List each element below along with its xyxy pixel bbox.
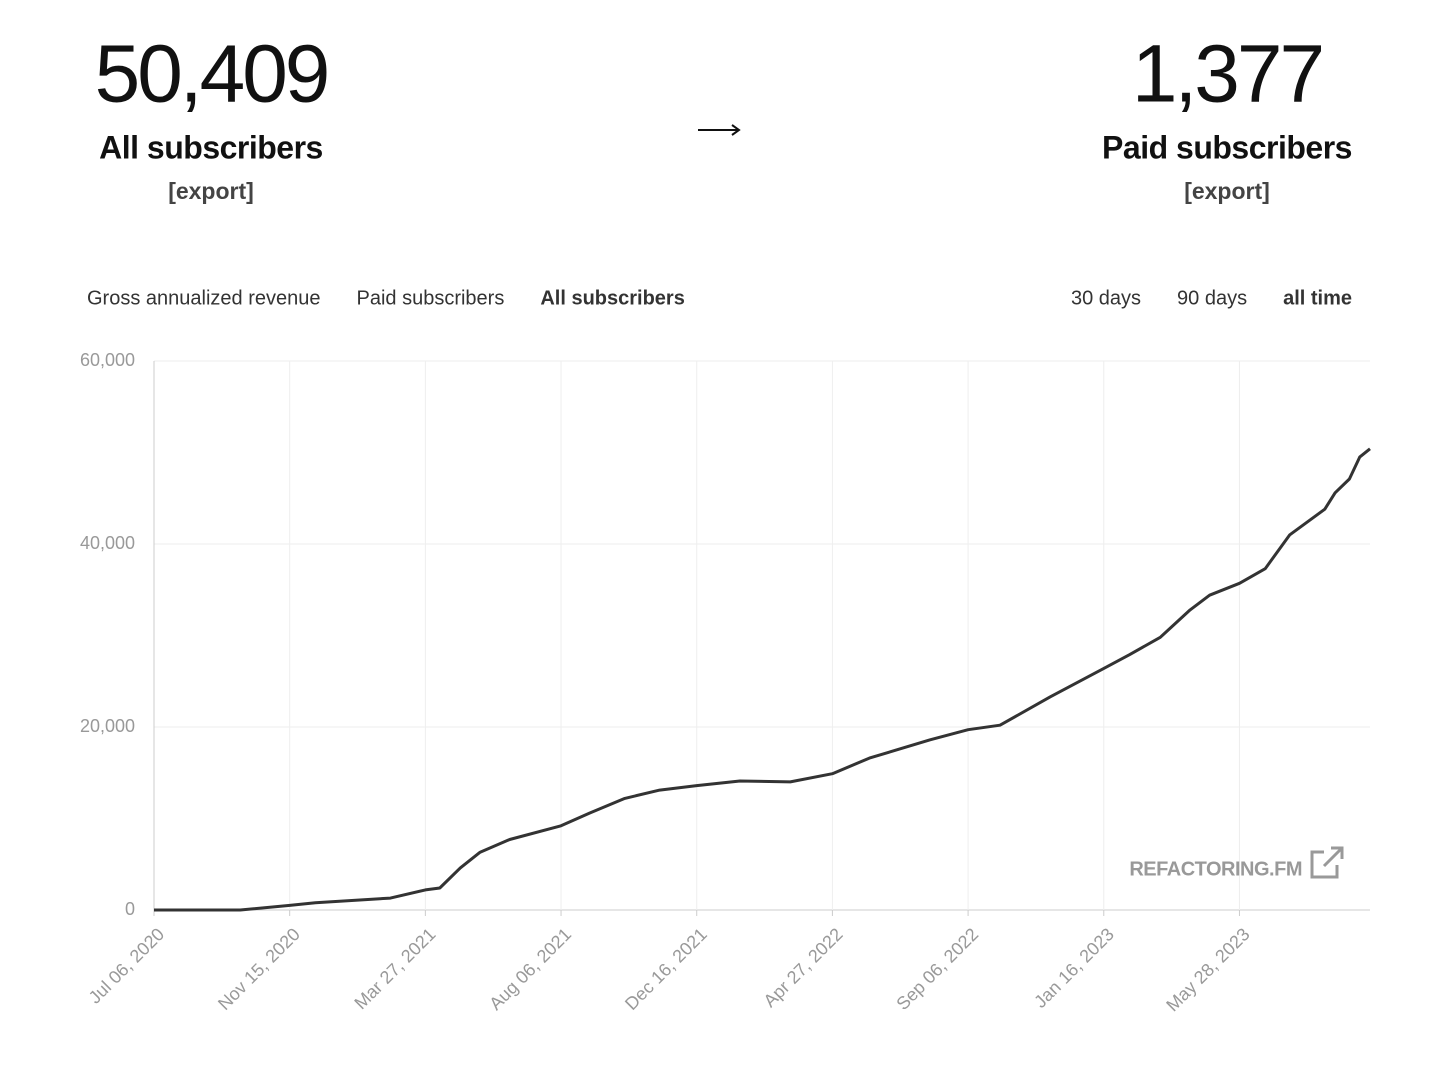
x-tick-label: Jan 16, 2023	[1030, 924, 1118, 1012]
x-tick-label: Sep 06, 2022	[892, 924, 982, 1014]
tab[interactable]: Gross annualized revenue	[87, 287, 320, 309]
x-tick-label: May 28, 2023	[1162, 924, 1253, 1015]
x-tick-label: Apr 27, 2022	[760, 924, 847, 1011]
stat-value: 50,409	[95, 29, 328, 120]
external-link-icon	[1310, 846, 1344, 879]
arrow-icon	[698, 124, 741, 136]
x-tick-label: Dec 16, 2021	[621, 924, 711, 1014]
watermark: REFACTORING.FM	[1129, 858, 1302, 880]
x-tick-label: Nov 15, 2020	[214, 924, 304, 1014]
stat-value: 1,377	[1132, 29, 1322, 120]
stat-label: Paid subscribers	[1102, 129, 1352, 165]
y-tick-label: 40,000	[80, 533, 135, 553]
chart: 0 20,000 40,000 60,000 Jul 06, 2020 Nov 15, 2…	[80, 350, 1371, 1015]
x-tick-label: Mar 27, 2021	[350, 924, 439, 1013]
x-tick-label: Jul 06, 2020	[85, 924, 168, 1007]
y-tick-label: 0	[125, 899, 135, 919]
stat-label: All subscribers	[99, 129, 323, 165]
tab[interactable]: Paid subscribers	[356, 287, 504, 309]
icon-box	[1310, 850, 1339, 879]
range-option[interactable]: 30 days	[1071, 287, 1141, 309]
arrow-head	[731, 124, 741, 136]
subscriber-line	[154, 447, 1371, 912]
x-tick-label: Aug 06, 2021	[485, 924, 575, 1014]
ranges: all time 90 days 30 days	[1071, 287, 1352, 309]
range-option[interactable]: all time	[1283, 287, 1352, 309]
y-tick-label: 20,000	[80, 716, 135, 736]
icon-arrow	[1322, 846, 1344, 868]
tab[interactable]: All subscribers	[540, 287, 685, 309]
range-option[interactable]: 90 days	[1177, 287, 1247, 309]
tabs: Gross annualized revenue Paid subscribers…	[87, 287, 685, 309]
export-link[interactable]: [export]	[1184, 178, 1270, 204]
export-link[interactable]: [export]	[168, 178, 254, 204]
y-tick-label: 60,000	[80, 350, 135, 370]
